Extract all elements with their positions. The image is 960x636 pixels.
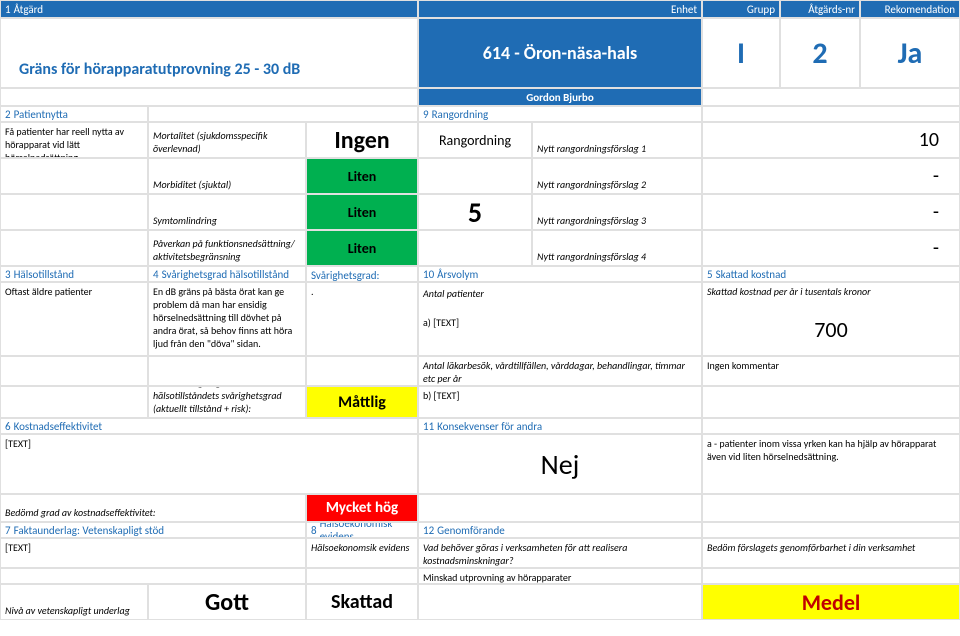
s5-title: Skattad kostnad (716, 268, 787, 281)
bedomt-row: Bedömd grad av kostnadseffektivitet: Myc… (0, 494, 960, 522)
s10-title: Årsvolym (437, 268, 478, 281)
niva-label: Nivå av vetenskapligt underlag (0, 584, 148, 620)
rr1-rnk: Nytt rangordningsförslag 2 (532, 158, 702, 194)
skattad-eval: Skattad (306, 584, 418, 620)
s3-title: Hälsotillstånd (14, 268, 74, 281)
s3-num: 3 (5, 268, 14, 281)
s3-body: Oftast äldre patienter (0, 282, 148, 356)
group-val: I (737, 35, 745, 72)
rr1-mid: Liten (306, 158, 418, 194)
prognos-body: . (306, 282, 418, 356)
a-text: a) [TEXT] (423, 302, 697, 329)
rr2-mid: Liten (306, 194, 418, 230)
s2-body: Få patienter har reell nytta av hörappar… (0, 122, 148, 158)
rr1-left: Morbiditet (sjuktal) (148, 158, 306, 194)
medel-val: Medel (702, 584, 960, 620)
mycket-hog: Mycket hög (306, 494, 418, 522)
minskad-text: Minskad utprovning av hörapparater (418, 568, 702, 584)
hdr-unit: Enhet (418, 0, 702, 18)
s2-num: 2 (5, 108, 14, 121)
rr0-mid: Ingen (306, 122, 418, 158)
minskad-row: Minskad utprovning av hörapparater (0, 568, 960, 584)
hdr-rec: Rekomendation (860, 0, 960, 18)
s9-num: 9 (423, 108, 432, 121)
skattad-label: Skattad kostnad per år i tusentals krono… (707, 285, 955, 298)
hdr-action: Åtgärd (14, 3, 43, 16)
rr3-mid: Liten (306, 230, 418, 266)
s5-num: 5 (707, 268, 716, 281)
lakar-text: Antal läkarbesök, vårdtillfällen, vårdda… (418, 356, 702, 386)
s8-title: Hälsoekonomisk evidens (320, 522, 413, 538)
s4-body: En dB gräns på bästa örat kan ge problem… (148, 282, 306, 356)
nej-val: Nej (418, 434, 702, 494)
bedom-forslag: Bedöm förslagets genomförbarhet i din ve… (702, 538, 960, 568)
antal-pat: Antal patienter (423, 285, 697, 302)
rr0-val: 10 (702, 122, 960, 158)
rank-row-0: Få patienter har reell nytta av hörappar… (0, 122, 960, 158)
prognos-label: Svårighetsgrad: Prognos (306, 266, 418, 282)
gott-val: Gott (148, 584, 306, 620)
s9-title: Rangordning (432, 108, 489, 121)
s2-title: Patientnytta (14, 108, 68, 121)
s6-body: [TEXT] (0, 434, 418, 494)
s3-row-head: 3Hälsotillstånd 4Svårighetsgrad hälsotil… (0, 266, 960, 282)
s12-title: Genomförande (437, 524, 505, 537)
samman-row: Sammanvägning av hälsotillståndets svåri… (0, 386, 960, 418)
lakar-row: Antal läkarbesök, vårdtillfällen, vårdda… (0, 356, 960, 386)
s10-num: 10 (423, 268, 437, 281)
b-text: b) [TEXT] (418, 386, 702, 418)
s4-num: 4 (153, 268, 162, 281)
s4-title: Svårighetsgrad hälsotillstånd (162, 268, 289, 281)
s7-body-row: [TEXT] Hälsoekonomsik evidens Vad behöve… (0, 538, 960, 568)
unit-title: 614 - Öron-näsa-hals (483, 42, 638, 64)
hdr-num2: Åtgärds-nr (780, 0, 860, 18)
rr0-rlabel: Rangordning (418, 122, 532, 158)
rec-val: Ja (898, 35, 923, 72)
hdr-group: Grupp (702, 0, 780, 18)
s2-s9-head: 2 Patientnytta 9 Rangordning (0, 106, 960, 122)
rr1-val: - (702, 158, 960, 194)
s8-body: Hälsoekonomsik evidens (306, 538, 418, 568)
title-row: Gräns för hörapparatutprovning 25 - 30 d… (0, 18, 960, 88)
skattad-val: 700 (707, 316, 955, 343)
s6-head: 6Kostnadseffektivitet 11Konsekvenser för… (0, 418, 960, 434)
hdr-num: 1 (5, 3, 14, 16)
mattlig-val: Måttlig (306, 386, 418, 418)
author: Gordon Bjurbo (418, 88, 702, 106)
rr0-left: Mortalitet (sjukdomsspecifik överlevnad) (148, 122, 306, 158)
rr2-left: Symtomlindring (148, 194, 306, 230)
rr2-rnk: Nytt rangordningsförslag 3 (532, 194, 702, 230)
vad-behover: Vad behöver göras i verksamheten för att… (418, 538, 702, 568)
rr0-rnk: Nytt rangordningsförslag 1 (532, 122, 702, 158)
s3-body-row: Oftast äldre patienter En dB gräns på bä… (0, 282, 960, 356)
num-val: 2 (812, 35, 827, 72)
rank-row-1: Morbiditet (sjuktal) Liten Nytt rangordn… (0, 158, 960, 194)
s7-num: 7 (5, 524, 14, 537)
kons-text: a - patienter inom vissa yrken kan ha hj… (702, 434, 960, 494)
samman-text: Sammanvägning av hälsotillståndets svåri… (148, 386, 306, 418)
s11-title: Konsekvenser för andra (437, 420, 542, 433)
rank-row-3: Påverkan på funktionsnedsättning/ aktivi… (0, 230, 960, 266)
s7-title: Faktaunderlag: Vetenskapligt stöd (14, 524, 165, 537)
action-title: Gräns för hörapparatutprovning 25 - 30 d… (19, 60, 300, 79)
s7-head: 7Faktaunderlag: Vetenskapligt stöd 8Häls… (0, 522, 960, 538)
s6-body-row: [TEXT] Nej a - patienter inom vissa yrke… (0, 434, 960, 494)
bottom-row: Nivå av vetenskapligt underlag Gott Skat… (0, 584, 960, 620)
s6-title: Kostnadseffektivitet (14, 420, 103, 433)
author-row: Gordon Bjurbo (0, 88, 960, 106)
rank-row-2: Symtomlindring Liten 5 Nytt rangordnings… (0, 194, 960, 230)
s8-num: 8 (311, 524, 320, 537)
header-row: 1 Åtgärd Enhet Grupp Åtgärds-nr Rekomend… (0, 0, 960, 18)
rr3-rnk: Nytt rangordningsförslag 4 (532, 230, 702, 266)
ingen-kommentar: Ingen kommentar (702, 356, 960, 386)
rr2-big: 5 (418, 194, 532, 230)
s12-num: 12 (423, 524, 437, 537)
s6-num: 6 (5, 420, 14, 433)
rr3-val: - (702, 230, 960, 266)
s7-body: [TEXT] (0, 538, 306, 568)
rr2-val: - (702, 194, 960, 230)
rr3-left: Påverkan på funktionsnedsättning/ aktivi… (148, 230, 306, 266)
s11-num: 11 (423, 420, 437, 433)
bedomt-label: Bedömd grad av kostnadseffektivitet: (0, 494, 306, 522)
